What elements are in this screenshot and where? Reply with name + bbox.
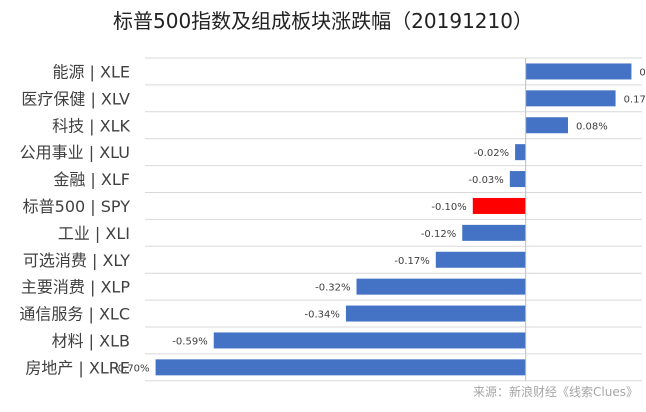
value-label: 0.08% <box>576 121 608 132</box>
value-label: -0.17% <box>394 256 429 267</box>
bar <box>525 117 568 134</box>
value-label: -0.34% <box>305 310 340 321</box>
bar <box>435 251 526 268</box>
category-label: 金融 | XLF <box>53 170 130 189</box>
category-label: 能源 | XLE <box>52 62 130 81</box>
source-note: 来源：新浪财经《线索Clues》 <box>473 384 638 399</box>
bar <box>515 144 526 161</box>
category-label: 房地产 | XLRE <box>25 358 130 377</box>
value-label: -0.70% <box>114 363 149 374</box>
category-label: 通信服务 | XLC <box>19 305 130 324</box>
value-label: -0.59% <box>172 336 207 347</box>
category-labels: 能源 | XLE 医疗保健 | XLV 科技 | XLK 公用事业 | XLU 金融 |… <box>19 62 130 377</box>
category-label: 可选消费 | XLY <box>23 251 130 270</box>
category-label: 公用事业 | XLU <box>20 143 130 162</box>
bars <box>155 63 632 376</box>
bar <box>525 63 632 80</box>
bar <box>155 359 526 376</box>
bar <box>462 224 526 241</box>
bar <box>472 197 526 214</box>
value-label: -0.32% <box>315 283 350 294</box>
value-label: -0.10% <box>431 202 466 213</box>
value-label: 0.20% <box>639 67 646 78</box>
value-labels: 0.20% 0.17% 0.08% -0.02% -0.03% -0.10% -0.12% -… <box>114 67 646 374</box>
category-label: 主要消费 | XLP <box>21 278 130 297</box>
bar <box>525 90 616 107</box>
category-label: 科技 | XLK <box>52 116 130 135</box>
category-label: 医疗保健 | XLV <box>21 89 130 108</box>
value-label: 0.17% <box>624 94 646 105</box>
gridlines <box>145 57 642 382</box>
chart-title: 标普500指数及组成板块涨跌幅（20191210） <box>113 9 533 33</box>
value-label: -0.12% <box>421 229 456 240</box>
category-label: 标普500 | SPY <box>23 197 131 216</box>
category-label: 材料 | XLB <box>52 331 130 350</box>
bar <box>213 332 526 349</box>
bar <box>509 171 526 188</box>
value-label: -0.03% <box>468 175 503 186</box>
value-label: -0.02% <box>474 148 509 159</box>
bar <box>356 278 526 295</box>
bar <box>345 305 526 322</box>
category-label: 工业 | XLI <box>58 224 130 243</box>
